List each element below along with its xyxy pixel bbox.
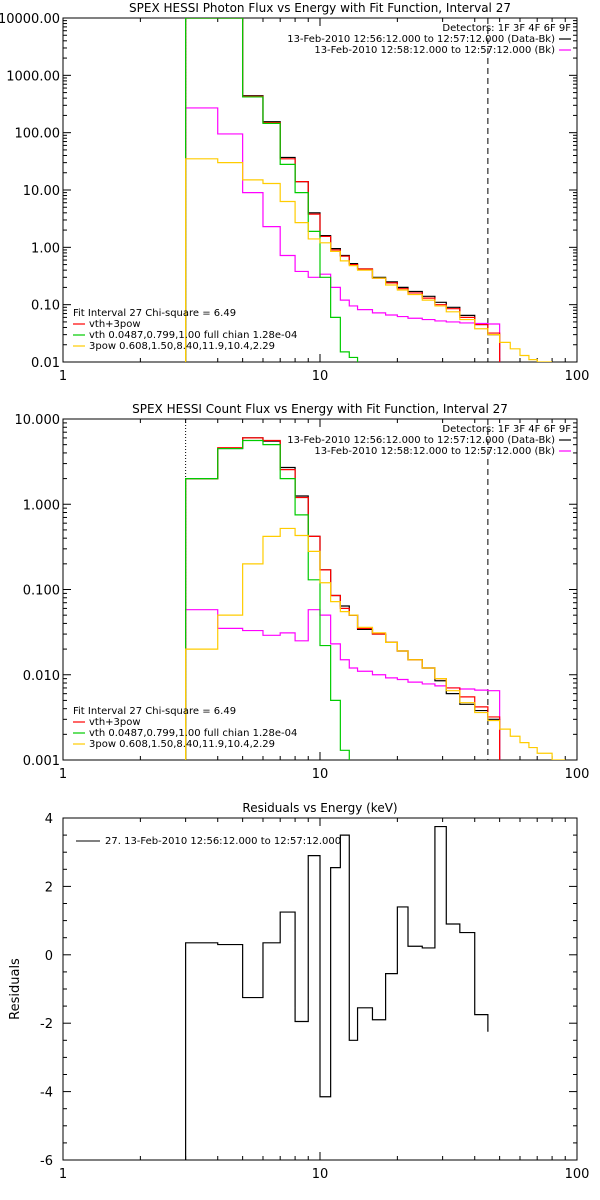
count-legend-entry: 13-Feb-2010 12:56:12.000 to 12:57:12.000… <box>287 435 555 446</box>
count-y-tick-label: 0.010 <box>23 669 60 684</box>
photon-legend-detectors: Detectors: 1F 3F 4F 6F 9F <box>442 23 571 34</box>
photon-y-tick-label: 1.00 <box>31 241 60 256</box>
photon-y-tick-label: 0.10 <box>31 299 60 314</box>
photon-legend-entry: vth+3pow <box>89 319 141 330</box>
residual-flux-panel: Residuals vs Energy (keV) 1 10 100 -6 -4 -2 0 2 4… <box>8 801 589 1182</box>
count-y-tick-label: 10.000 <box>15 413 61 428</box>
count-flux-panel: SPEX HESSI Count Flux vs Energy with Fit… <box>15 402 590 782</box>
count-chart-title: SPEX HESSI Count Flux vs Energy with Fit… <box>132 402 508 416</box>
count-y-tick-label: 1.000 <box>23 498 60 513</box>
residual-y-tick-label: -2 <box>40 1017 53 1032</box>
residual-y-tick-label: 4 <box>45 812 53 827</box>
photon-chart-title: SPEX HESSI Photon Flux vs Energy with Fi… <box>129 1 511 15</box>
photon-legend-entry: 3pow 0.608,1.50,8.40,11.9,10.4,2.29 <box>89 341 275 352</box>
residual-legend-entry: 27. 13-Feb-2010 12:56:12.000 to 12:57:12… <box>105 836 341 847</box>
photon-y-tick-label: 1000.00 <box>6 69 60 84</box>
photon-legend-entry: 13-Feb-2010 12:56:12.000 to 12:57:12.000… <box>287 34 555 45</box>
photon-legend-entry: vth 0.0487,0.799,1.00 full chian 1.28e-0… <box>89 330 297 341</box>
residual-y-tick-label: -6 <box>40 1154 53 1169</box>
count-series-vth <box>185 439 350 760</box>
photon-legend-entry: 13-Feb-2010 12:58:12.000 to 12:57:12.000… <box>314 45 555 56</box>
residual-y-tick-label: 0 <box>45 949 53 964</box>
photon-legend-fit-interval: Fit Interval 27 Chi-square = 6.49 <box>73 308 236 319</box>
photon-x-tick-label: 100 <box>565 369 590 384</box>
residual-y-tick-label: 2 <box>45 880 53 895</box>
count-legend-entry: 13-Feb-2010 12:58:12.000 to 12:57:12.000… <box>314 446 555 457</box>
residual-y-tick-label: -4 <box>40 1086 53 1101</box>
photon-y-tick-label: 10.00 <box>23 184 60 199</box>
count-legend-detectors: Detectors: 1F 3F 4F 6F 9F <box>442 424 571 435</box>
count-series-3pow <box>185 527 566 760</box>
count-legend-entry: vth 0.0487,0.799,1.00 full chian 1.28e-0… <box>89 728 297 739</box>
count-legend-entry: vth+3pow <box>89 717 141 728</box>
count-x-tick-label: 1 <box>59 767 67 782</box>
photon-flux-panel: SPEX HESSI Photon Flux vs Energy with Fi… <box>0 1 589 384</box>
photon-y-tick-label: 100.00 <box>15 127 61 142</box>
photon-series-3pow <box>185 158 553 362</box>
residual-x-tick-label: 100 <box>565 1167 590 1182</box>
photon-y-tick-label: 0.01 <box>31 356 60 371</box>
photon-x-tick-label: 10 <box>312 369 329 384</box>
count-y-tick-label: 0.001 <box>23 754 60 769</box>
residual-y-axis-label: Residuals <box>8 958 23 1020</box>
count-y-tick-label: 0.100 <box>23 584 60 599</box>
residual-chart-title: Residuals vs Energy (keV) <box>242 801 397 815</box>
photon-x-tick-label: 1 <box>59 369 67 384</box>
count-legend-fit-interval: Fit Interval 27 Chi-square = 6.49 <box>73 706 236 717</box>
photon-series-vth <box>185 18 359 362</box>
residual-x-tick-label: 10 <box>312 1167 329 1182</box>
count-x-tick-label: 10 <box>312 767 329 782</box>
residual-x-tick-label: 1 <box>59 1167 67 1182</box>
count-legend-entry: 3pow 0.608,1.50,8.40,11.9,10.4,2.29 <box>89 739 275 750</box>
photon-y-tick-label: 10000.00 <box>0 12 60 27</box>
count-x-tick-label: 100 <box>565 767 590 782</box>
photon-series-bk <box>185 107 501 362</box>
residual-series-27-13-feb-2010-12-56-12-000-to-12-57-12-000 <box>185 825 489 1160</box>
